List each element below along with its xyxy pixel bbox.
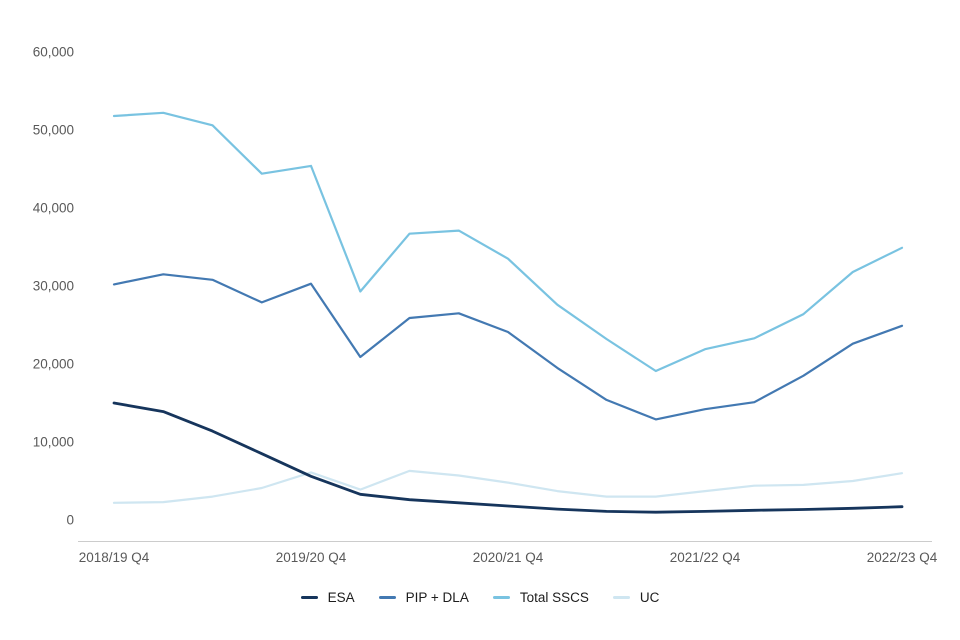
legend-label: ESA [327,589,355,605]
y-axis-tick-label: 60,000 [33,45,74,60]
x-axis-tick-label: 2021/22 Q4 [670,550,741,565]
legend-item-total-sscs: Total SSCS [492,589,589,605]
legend-swatch-uc [612,595,630,599]
legend-label: UC [639,589,660,605]
series-line-total-sscs [112,111,904,373]
y-axis-tick-label: 30,000 [33,279,74,294]
y-axis-tick-label: 10,000 [33,435,74,450]
series-line-esa [112,401,904,514]
legend-item-uc: UC [612,589,660,605]
y-axis-tick-label: 40,000 [33,201,74,216]
series-line-uc [112,469,904,504]
legend-swatch-pip-dla [378,595,396,599]
x-axis-tick-label: 2022/23 Q4 [867,550,938,565]
legend-item-esa: ESA [300,589,355,605]
legend-item-pip-dla: PIP + DLA [378,589,469,605]
y-axis-tick-label: 50,000 [33,123,74,138]
legend-swatch-total-sscs [492,595,510,599]
series-line-pip-dla [112,273,904,421]
legend-label: Total SSCS [519,589,589,605]
legend-label: PIP + DLA [405,589,469,605]
chart-legend: ESA PIP + DLA Total SSCS UC [0,584,960,610]
x-axis-tick-label: 2018/19 Q4 [79,550,150,565]
y-axis-tick-label: 0 [66,513,74,528]
x-axis-tick-label: 2020/21 Q4 [473,550,544,565]
legend-swatch-esa [300,595,318,599]
y-axis-tick-label: 20,000 [33,357,74,372]
x-axis-tick-label: 2019/20 Q4 [276,550,347,565]
